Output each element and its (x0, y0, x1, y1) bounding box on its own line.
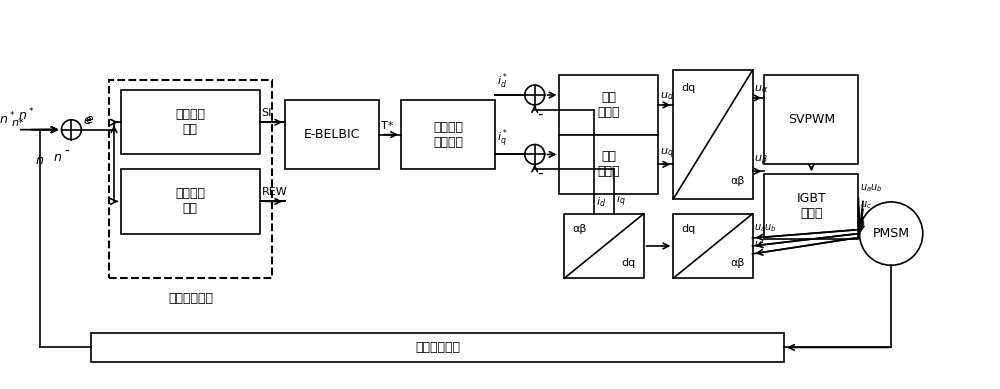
Text: 信号计算模块: 信号计算模块 (168, 292, 213, 305)
Text: 转矩电流
关系模块: 转矩电流 关系模块 (433, 121, 463, 149)
Text: $u_c$: $u_c$ (754, 239, 766, 251)
Text: $i_d$: $i_d$ (596, 195, 606, 209)
FancyBboxPatch shape (673, 70, 753, 199)
Text: PMSM: PMSM (873, 227, 910, 240)
Text: αβ: αβ (730, 176, 745, 186)
Text: $u_c$: $u_c$ (860, 200, 872, 211)
FancyBboxPatch shape (559, 75, 658, 135)
Text: -: - (64, 144, 69, 158)
Text: $i_d^*$: $i_d^*$ (497, 72, 508, 91)
Text: E-BELBIC: E-BELBIC (304, 128, 360, 141)
Text: -: - (538, 107, 543, 122)
FancyBboxPatch shape (673, 214, 753, 278)
Text: $u_d$: $u_d$ (660, 90, 674, 102)
Text: $i_q^*$: $i_q^*$ (497, 128, 508, 151)
Text: $u_q$: $u_q$ (660, 147, 674, 161)
Text: n: n (54, 151, 61, 165)
FancyBboxPatch shape (285, 100, 379, 169)
Text: 电流
控制器: 电流 控制器 (598, 150, 620, 178)
Text: IGBT
逆变器: IGBT 逆变器 (797, 193, 826, 221)
Text: REW: REW (261, 187, 287, 198)
Text: 刺激信号
计算: 刺激信号 计算 (175, 108, 205, 136)
Text: dq: dq (681, 224, 695, 234)
Text: +: + (0, 388, 1, 389)
Text: αβ: αβ (572, 224, 586, 234)
FancyBboxPatch shape (564, 214, 644, 278)
FancyBboxPatch shape (764, 174, 858, 238)
Text: dq: dq (622, 258, 636, 268)
Text: n: n (36, 154, 44, 167)
Text: dq: dq (681, 83, 695, 93)
Text: e: e (85, 113, 93, 126)
FancyBboxPatch shape (109, 80, 272, 278)
Text: 奖励信号
计算: 奖励信号 计算 (175, 187, 205, 216)
FancyBboxPatch shape (121, 90, 260, 154)
FancyBboxPatch shape (91, 333, 784, 362)
FancyBboxPatch shape (559, 135, 658, 194)
FancyBboxPatch shape (401, 100, 495, 169)
Text: T*: T* (381, 121, 394, 131)
Text: αβ: αβ (730, 258, 745, 268)
Text: 电流
控制器: 电流 控制器 (598, 91, 620, 119)
Text: $u_a$$u_b$: $u_a$$u_b$ (860, 183, 883, 194)
Text: $u_α$: $u_α$ (754, 83, 769, 95)
Text: n*: n* (11, 118, 24, 128)
Text: 速度检测模块: 速度检测模块 (415, 341, 460, 354)
Text: -: - (538, 166, 543, 181)
Text: $i_q$: $i_q$ (616, 193, 626, 209)
Text: $u_a$$u_b$: $u_a$$u_b$ (754, 222, 777, 234)
Text: $u_β$: $u_β$ (754, 154, 768, 168)
Text: SVPWM: SVPWM (788, 113, 835, 126)
Text: $n^*$: $n^*$ (0, 111, 15, 128)
FancyBboxPatch shape (764, 75, 858, 164)
Text: e: e (83, 114, 91, 127)
FancyBboxPatch shape (121, 169, 260, 234)
Text: $n^*$: $n^*$ (18, 107, 34, 124)
Text: SI: SI (261, 108, 272, 118)
